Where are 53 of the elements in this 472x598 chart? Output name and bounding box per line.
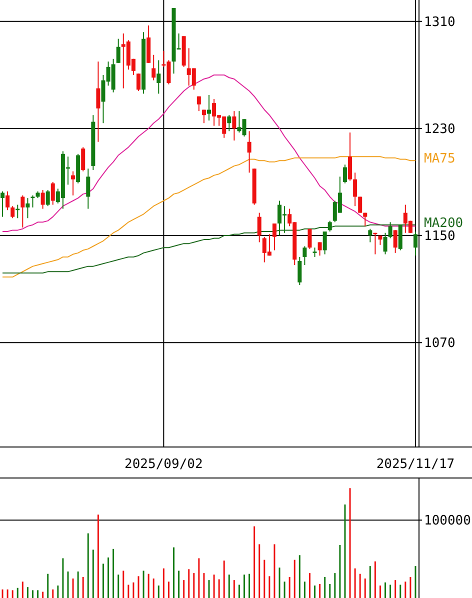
candlestick (81, 146, 86, 172)
line-series (2, 156, 416, 278)
y-tick-label: 100000 (424, 514, 471, 529)
candlestick (413, 231, 418, 256)
x-tick-label: 2025/09/02 (124, 457, 203, 472)
candlestick (302, 246, 307, 266)
y-tick-label: 1230 (424, 122, 456, 138)
candlestick (96, 61, 100, 142)
candlestick (0, 190, 5, 218)
candlestick (20, 194, 25, 228)
candlestick (383, 232, 388, 255)
candlestick (30, 194, 35, 208)
series-label: MA75 (424, 152, 456, 167)
candlestick (353, 172, 358, 207)
y-tick-label: 1310 (424, 14, 456, 30)
candlestick (71, 170, 76, 196)
candlestick (378, 235, 382, 246)
candlestick (156, 60, 161, 94)
candlestick (247, 130, 252, 174)
candlestick (207, 94, 211, 121)
y-tick-label: 1070 (424, 336, 456, 352)
candlestick (393, 230, 398, 254)
candlestick (196, 96, 201, 112)
candlestick (46, 190, 50, 207)
x-tick-label: 2025/11/17 (376, 457, 455, 472)
candlestick (272, 223, 276, 251)
candlestick (308, 228, 312, 250)
candlestick (318, 242, 322, 256)
candlestick (298, 256, 302, 286)
candlestick (257, 212, 262, 243)
candlestick (40, 190, 45, 210)
candlestick (368, 228, 372, 243)
candlestick (116, 38, 120, 64)
candlestick (86, 168, 90, 210)
candlestick (348, 132, 352, 182)
candlestick (227, 114, 232, 132)
candlestick (328, 220, 332, 232)
candlestick (363, 212, 368, 227)
candlestick (358, 196, 362, 214)
candlestick (202, 109, 206, 124)
candlestick (232, 110, 236, 142)
candlestick (10, 206, 15, 219)
candlestick (388, 222, 392, 239)
y-tick-label: 1150 (424, 229, 456, 244)
candlestick (136, 73, 140, 92)
candlestick (342, 164, 347, 184)
candlestick (152, 54, 156, 81)
candlestick (6, 190, 10, 211)
series-label: MA200 (424, 216, 464, 231)
candlestick (322, 231, 327, 255)
candlestick (50, 182, 55, 206)
candlestick (26, 198, 30, 219)
candlestick (312, 247, 317, 258)
